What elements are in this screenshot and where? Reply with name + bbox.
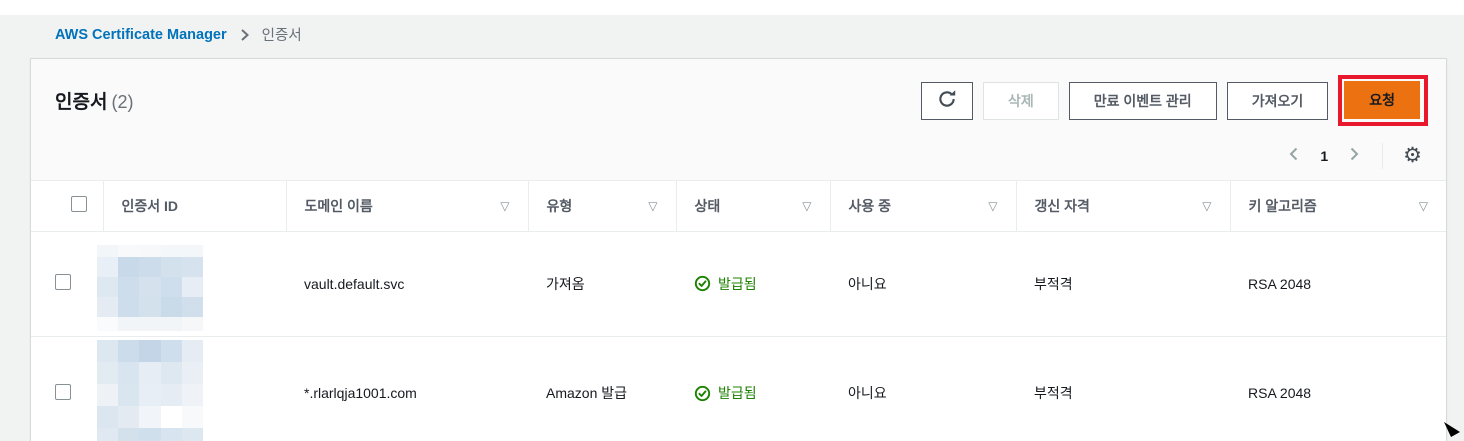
select-all-checkbox[interactable] bbox=[70, 196, 87, 213]
column-label: 키 알고리즘 bbox=[1248, 197, 1317, 214]
table-row: vault.default.svc 가져옴 발급됨 아니요 부적격 RSA 20… bbox=[31, 231, 1446, 336]
status-cell: 발급됨 bbox=[676, 231, 830, 336]
manage-expiry-events-button[interactable]: 만료 이벤트 관리 bbox=[1068, 81, 1217, 120]
column-label: 갱신 자격 bbox=[1034, 197, 1090, 214]
toolbar: 삭제 만료 이벤트 관리 가져오기 요청 bbox=[920, 75, 1428, 126]
pagination-next-button[interactable] bbox=[1340, 142, 1368, 169]
column-header-status: 상태 ▽ bbox=[675, 181, 830, 232]
column-label: 상태 bbox=[694, 197, 721, 214]
top-strip bbox=[0, 0, 1464, 15]
status-cell: 발급됨 bbox=[676, 335, 830, 441]
breadcrumb-link-acm[interactable]: AWS Certificate Manager bbox=[55, 26, 227, 43]
gear-icon: ⚙ bbox=[1403, 144, 1422, 167]
column-header-renewal-eligibility: 갱신 자격 ▽ bbox=[1015, 181, 1230, 232]
page-title-text: 인증서 bbox=[55, 92, 108, 113]
check-circle-icon bbox=[694, 385, 711, 402]
domain-cell: vault.default.svc bbox=[304, 275, 405, 292]
row-checkbox[interactable] bbox=[55, 274, 71, 290]
breadcrumb-current: 인증서 bbox=[261, 28, 302, 44]
refresh-button[interactable] bbox=[920, 81, 973, 120]
chevron-left-icon bbox=[1288, 146, 1300, 165]
column-header-in-use: 사용 중 ▽ bbox=[829, 181, 1016, 232]
column-label: 사용 중 bbox=[848, 197, 892, 214]
certificate-id-cell bbox=[97, 335, 286, 441]
select-all-header bbox=[31, 181, 103, 232]
pagination-current-page[interactable]: 1 bbox=[1320, 147, 1329, 164]
page-title-count: (2) bbox=[111, 92, 134, 112]
domain-cell: *.rlarlqja1001.com bbox=[286, 335, 528, 441]
filter-icon[interactable]: ▽ bbox=[1418, 198, 1428, 213]
renewal-eligibility-cell: 부적격 bbox=[1016, 335, 1230, 441]
in-use-cell: 아니요 bbox=[848, 275, 887, 292]
filter-icon[interactable]: ▽ bbox=[802, 198, 812, 213]
delete-button[interactable]: 삭제 bbox=[982, 81, 1059, 120]
filter-icon[interactable]: ▽ bbox=[988, 198, 998, 213]
column-label: 인증서 ID bbox=[121, 197, 179, 214]
pagination-prev-button[interactable] bbox=[1280, 142, 1308, 169]
breadcrumb: AWS Certificate Manager 인증서 bbox=[55, 24, 302, 45]
panel-header: 인증서 (2) 삭제 만료 이벤트 관리 가져오기 요청 bbox=[31, 59, 1446, 181]
key-algorithm-cell: RSA 2048 bbox=[1248, 275, 1312, 292]
chevron-right-icon bbox=[239, 28, 250, 42]
column-header-key-algorithm: 키 알고리즘 ▽ bbox=[1229, 181, 1446, 232]
settings-button[interactable]: ⚙ bbox=[1397, 145, 1428, 166]
type-cell: Amazon 발급 bbox=[528, 335, 676, 441]
request-button[interactable]: 요청 bbox=[1344, 81, 1420, 119]
filter-icon[interactable]: ▽ bbox=[648, 198, 658, 213]
redacted-certificate-id bbox=[97, 339, 203, 441]
redacted-certificate-id bbox=[97, 244, 203, 331]
type-cell: 가져옴 bbox=[546, 275, 585, 292]
table-row: *.rlarlqja1001.com Amazon 발급 발급됨 아니요 부적격… bbox=[31, 335, 1446, 441]
in-use-cell: 아니요 bbox=[830, 335, 1016, 441]
renewal-eligibility-cell: 부적격 bbox=[1034, 275, 1073, 292]
refresh-icon bbox=[938, 90, 956, 111]
column-header-type: 유형 ▽ bbox=[527, 181, 676, 232]
column-label: 도메인 이름 bbox=[304, 197, 373, 214]
table-header-row: 인증서 ID 도메인 이름 ▽ 유형 ▽ 상태 ▽ 사용 중 ▽ 갱신 자격 ▽ bbox=[31, 181, 1446, 232]
key-algorithm-cell: RSA 2048 bbox=[1230, 335, 1446, 441]
check-circle-icon bbox=[694, 275, 711, 292]
status-badge: 발급됨 bbox=[718, 275, 757, 292]
column-header-domain-name: 도메인 이름 ▽ bbox=[285, 181, 528, 232]
column-header-certificate-id: 인증서 ID bbox=[102, 181, 286, 232]
pagination: 1 ⚙ bbox=[55, 142, 1428, 169]
certificates-table: 인증서 ID 도메인 이름 ▽ 유형 ▽ 상태 ▽ 사용 중 ▽ 갱신 자격 ▽ bbox=[31, 181, 1446, 441]
red-annotation-box: 요청 bbox=[1338, 75, 1428, 126]
mouse-cursor bbox=[1442, 422, 1462, 441]
page-title: 인증서 (2) bbox=[55, 87, 133, 114]
row-checkbox[interactable] bbox=[55, 383, 71, 400]
pagination-divider bbox=[1382, 142, 1384, 169]
certificates-panel: 인증서 (2) 삭제 만료 이벤트 관리 가져오기 요청 bbox=[30, 58, 1447, 441]
import-button[interactable]: 가져오기 bbox=[1226, 81, 1329, 120]
status-badge: 발급됨 bbox=[718, 385, 757, 402]
certificate-id-cell bbox=[97, 231, 286, 336]
filter-icon[interactable]: ▽ bbox=[1202, 198, 1212, 213]
chevron-right-icon bbox=[1348, 146, 1360, 165]
filter-icon[interactable]: ▽ bbox=[500, 198, 510, 213]
column-label: 유형 bbox=[546, 197, 573, 214]
